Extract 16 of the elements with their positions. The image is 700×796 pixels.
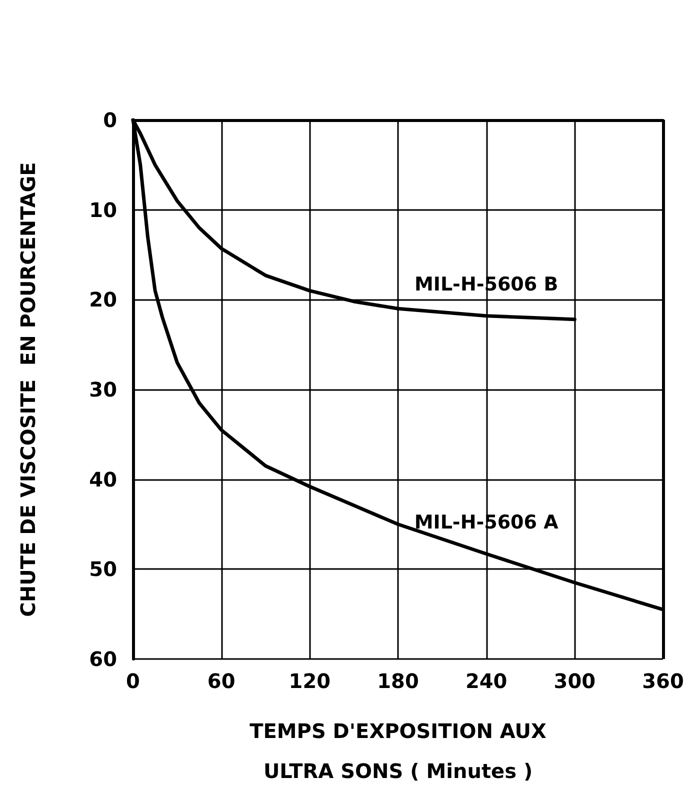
x-tick-label: 300 <box>554 669 596 693</box>
y-tick-label: 10 <box>89 198 117 222</box>
x-tick-label: 60 <box>207 669 236 693</box>
y-tick-label: 40 <box>89 467 117 492</box>
y-tick-label: 60 <box>89 647 117 671</box>
x-tick-label: 180 <box>377 669 419 693</box>
y-axis-title: CHUTE DE VISCOSITE EN POURCENTAGE <box>16 162 40 617</box>
x-tick-label: 360 <box>642 669 684 693</box>
y-tick-label: 50 <box>89 557 117 582</box>
x-axis-title: TEMPS D'EXPOSITION AUX ULTRA SONS ( Minutes ) <box>250 719 548 783</box>
y-tick-label: 0 <box>103 108 117 132</box>
y-tick-label: 30 <box>89 378 117 402</box>
x-tick-label: 240 <box>465 669 508 693</box>
y-tick-label: 20 <box>89 288 117 312</box>
x-tick-label: 120 <box>288 669 331 693</box>
x-tick-label: 0 <box>126 669 140 693</box>
